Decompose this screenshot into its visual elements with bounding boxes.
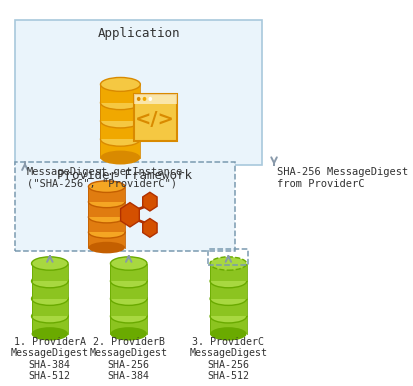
Circle shape <box>149 97 152 101</box>
Ellipse shape <box>100 96 140 110</box>
Ellipse shape <box>88 227 125 238</box>
Polygon shape <box>31 264 68 281</box>
Ellipse shape <box>110 327 147 340</box>
Ellipse shape <box>88 242 125 253</box>
FancyBboxPatch shape <box>134 94 177 141</box>
Polygon shape <box>100 139 140 157</box>
Polygon shape <box>31 316 68 334</box>
Ellipse shape <box>31 327 68 340</box>
Ellipse shape <box>210 274 247 288</box>
Text: Provider Framework: Provider Framework <box>57 169 192 182</box>
Polygon shape <box>210 316 247 334</box>
Text: 3. ProviderC
MessageDigest
SHA-256
SHA-512: 3. ProviderC MessageDigest SHA-256 SHA-5… <box>190 337 267 381</box>
Ellipse shape <box>210 310 247 323</box>
Polygon shape <box>110 281 147 299</box>
Ellipse shape <box>110 292 147 305</box>
FancyBboxPatch shape <box>134 94 177 104</box>
Ellipse shape <box>110 310 147 323</box>
Ellipse shape <box>88 211 125 223</box>
Polygon shape <box>210 281 247 299</box>
Polygon shape <box>100 121 140 139</box>
Ellipse shape <box>100 132 140 146</box>
Text: </>: </> <box>135 110 175 129</box>
Ellipse shape <box>210 257 247 270</box>
Polygon shape <box>210 299 247 316</box>
Ellipse shape <box>110 274 147 288</box>
Text: MessageDigest.getInstance
("SHA-256", "ProviderC"): MessageDigest.getInstance ("SHA-256", "P… <box>26 167 183 188</box>
Ellipse shape <box>88 181 125 192</box>
Ellipse shape <box>31 292 68 305</box>
Text: Application: Application <box>97 27 180 40</box>
Polygon shape <box>88 217 125 232</box>
Polygon shape <box>143 218 157 237</box>
Polygon shape <box>100 85 140 103</box>
Polygon shape <box>110 299 147 316</box>
Polygon shape <box>210 264 247 281</box>
Ellipse shape <box>100 151 140 164</box>
Ellipse shape <box>100 78 140 91</box>
Polygon shape <box>88 232 125 247</box>
Ellipse shape <box>100 114 140 128</box>
Polygon shape <box>31 299 68 316</box>
Ellipse shape <box>210 327 247 340</box>
Text: SHA-256 MessageDigest
from ProviderC: SHA-256 MessageDigest from ProviderC <box>278 167 408 188</box>
Polygon shape <box>88 202 125 217</box>
Polygon shape <box>88 186 125 202</box>
Ellipse shape <box>88 196 125 208</box>
Polygon shape <box>110 264 147 281</box>
Circle shape <box>142 97 146 101</box>
Polygon shape <box>121 203 139 227</box>
Ellipse shape <box>110 257 147 270</box>
FancyBboxPatch shape <box>15 20 262 165</box>
Ellipse shape <box>31 274 68 288</box>
Circle shape <box>137 97 140 101</box>
FancyBboxPatch shape <box>15 162 235 251</box>
Ellipse shape <box>31 257 68 270</box>
Text: 1. ProviderA
MessageDigest
SHA-384
SHA-512: 1. ProviderA MessageDigest SHA-384 SHA-5… <box>11 337 89 381</box>
Ellipse shape <box>31 310 68 323</box>
Ellipse shape <box>210 292 247 305</box>
Polygon shape <box>31 281 68 299</box>
Polygon shape <box>100 103 140 121</box>
Text: 2. ProviderB
MessageDigest
SHA-256
SHA-384: 2. ProviderB MessageDigest SHA-256 SHA-3… <box>90 337 168 381</box>
Polygon shape <box>110 316 147 334</box>
Polygon shape <box>143 192 157 211</box>
